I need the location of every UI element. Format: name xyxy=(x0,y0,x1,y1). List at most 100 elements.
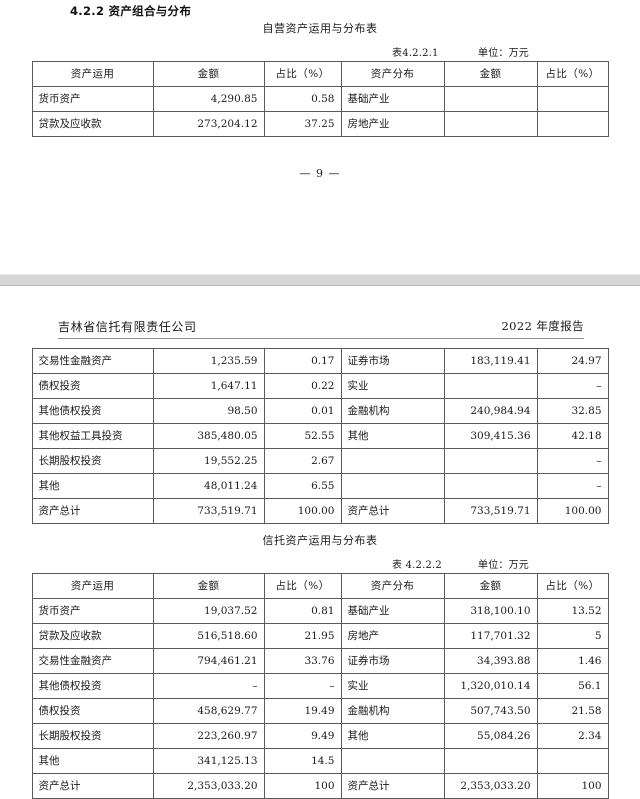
cell-asset-distribution: 房地产业 xyxy=(340,111,445,137)
table-row: 其他 48,011.24 6.55 – xyxy=(31,473,609,499)
table-row: 债权投资 1,647.11 0.22 实业 – xyxy=(31,373,609,399)
cell-percent-left: 100.00 xyxy=(263,498,342,524)
scanned-page-one: 4.2.2 资产组合与分布 自营资产运用与分布表 表4.2.2.1 单位：万元 … xyxy=(0,0,640,230)
cell-amount-left: 458,629.77 xyxy=(152,698,265,724)
cell-percent-right xyxy=(536,111,609,137)
cell-percent-left: 9.49 xyxy=(263,723,342,749)
cell-percent-left: 6.55 xyxy=(263,473,342,499)
cell-asset-use: 资产总计 xyxy=(31,773,154,799)
cell-amount-right: 34,393.88 xyxy=(443,648,538,674)
cell-amount-left: 2,353,033.20 xyxy=(152,773,265,799)
page-bottom-margin xyxy=(0,230,640,274)
cell-asset-use: 资产总计 xyxy=(31,498,154,524)
table-row: 其他债权投资 – – 实业 1,320,010.14 56.1 xyxy=(31,673,609,699)
table-self-operated-assets-continued: 交易性金融资产 1,235.59 0.17 证券市场 183,119.41 24… xyxy=(31,348,609,524)
cell-percent-right xyxy=(536,86,609,112)
table-row: 其他权益工具投资 385,480.05 52.55 其他 309,415.36 … xyxy=(31,423,609,449)
cell-percent-right: – xyxy=(536,473,609,499)
cell-amount-left: 733,519.71 xyxy=(152,498,265,524)
cell-amount-right: 117,701.32 xyxy=(443,623,538,649)
cell-percent-left: 0.81 xyxy=(263,598,342,624)
cell-percent-right: 32.85 xyxy=(536,398,609,424)
cell-asset-use: 货币资产 xyxy=(31,598,154,624)
table-row: 债权投资 458,629.77 19.49 金融机构 507,743.50 21… xyxy=(31,698,609,724)
cell-percent-right: 21.58 xyxy=(536,698,609,724)
table-row: 货币资产 19,037.52 0.81 基础产业 318,100.10 13.5… xyxy=(31,598,609,624)
cell-percent-left: 2.67 xyxy=(263,448,342,474)
page-number: — 9 — xyxy=(299,167,341,180)
cell-amount-left: – xyxy=(152,673,265,699)
table-row: 长期股权投资 19,552.25 2.67 – xyxy=(31,448,609,474)
cell-asset-distribution: 房地产 xyxy=(340,623,445,649)
cell-percent-right: – xyxy=(536,373,609,399)
table-row: 长期股权投资 223,260.97 9.49 其他 55,084.26 2.34 xyxy=(31,723,609,749)
cell-percent-left: 0.58 xyxy=(263,86,342,112)
col-header-asset-distribution: 资产分布 xyxy=(340,573,445,599)
cell-amount-left: 1,235.59 xyxy=(152,348,265,374)
cell-asset-distribution xyxy=(340,473,445,499)
cell-asset-use: 其他 xyxy=(31,473,154,499)
cell-amount-right: 318,100.10 xyxy=(443,598,538,624)
table-meta-row-one: 表4.2.2.1 单位：万元 xyxy=(0,44,640,61)
table-caption-self-operated: 自营资产运用与分布表 xyxy=(262,22,378,35)
cell-amount-right: 733,519.71 xyxy=(443,498,538,524)
cell-asset-distribution: 资产总计 xyxy=(340,498,445,524)
page-separator-band xyxy=(0,274,640,286)
cell-percent-left: 0.01 xyxy=(263,398,342,424)
table-caption-trust-assets: 信托资产运用与分布表 xyxy=(262,534,378,547)
running-head: 吉林省信托有限责任公司 2022 年度报告 xyxy=(58,312,584,342)
cell-asset-distribution: 证券市场 xyxy=(340,648,445,674)
table-header-row: 资产运用 金额 占比（%） 资产分布 金额 占比（%） xyxy=(31,61,609,87)
cell-percent-left: 0.22 xyxy=(263,373,342,399)
cell-percent-right: – xyxy=(536,448,609,474)
cell-asset-use: 货币资产 xyxy=(31,86,154,112)
col-header-percent-left: 占比（%） xyxy=(263,573,342,599)
cell-asset-distribution: 实业 xyxy=(340,373,445,399)
cell-amount-left: 794,461.21 xyxy=(152,648,265,674)
cell-asset-use: 债权投资 xyxy=(31,373,154,399)
cell-amount-left: 273,204.12 xyxy=(152,111,265,137)
table-self-operated-assets: 资产运用 金额 占比（%） 资产分布 金额 占比（%） 货币资产 4,290.8… xyxy=(31,61,609,137)
running-head-company: 吉林省信托有限责任公司 xyxy=(58,320,197,334)
cell-amount-left: 4,290.85 xyxy=(152,86,265,112)
cell-percent-left: 0.17 xyxy=(263,348,342,374)
running-head-rule xyxy=(58,338,584,339)
cell-asset-distribution: 基础产业 xyxy=(340,86,445,112)
table-row: 其他债权投资 98.50 0.01 金融机构 240,984.94 32.85 xyxy=(31,398,609,424)
cell-amount-right: 2,353,033.20 xyxy=(443,773,538,799)
cell-amount-left: 98.50 xyxy=(152,398,265,424)
cell-amount-right xyxy=(443,86,538,112)
cell-percent-right xyxy=(536,748,609,774)
table-total-row: 资产总计 733,519.71 100.00 资产总计 733,519.71 1… xyxy=(31,498,609,524)
col-header-amount-right: 金额 xyxy=(443,61,538,87)
cell-percent-right: 13.52 xyxy=(536,598,609,624)
cell-asset-use: 交易性金融资产 xyxy=(31,648,154,674)
cell-asset-distribution: 基础产业 xyxy=(340,598,445,624)
cell-asset-distribution: 金融机构 xyxy=(340,698,445,724)
table-meta-row-two: 表 4.2.2.2 单位：万元 xyxy=(0,556,640,573)
cell-percent-left: 33.76 xyxy=(263,648,342,674)
cell-amount-right: 240,984.94 xyxy=(443,398,538,424)
cell-percent-right: 2.34 xyxy=(536,723,609,749)
cell-asset-use: 债权投资 xyxy=(31,698,154,724)
cell-amount-left: 516,518.60 xyxy=(152,623,265,649)
unit-label: 单位：万元 xyxy=(478,560,529,571)
table-row: 贷款及应收款 516,518.60 21.95 房地产 117,701.32 5 xyxy=(31,623,609,649)
table-row: 贷款及应收款 273,204.12 37.25 房地产业 xyxy=(31,111,609,137)
table-number-label: 表 4.2.2.2 xyxy=(392,560,442,571)
cell-amount-left: 1,647.11 xyxy=(152,373,265,399)
cell-percent-right: 42.18 xyxy=(536,423,609,449)
col-header-amount-left: 金额 xyxy=(152,61,265,87)
table-header-row: 资产运用 金额 占比（%） 资产分布 金额 占比（%） xyxy=(31,573,609,599)
cell-percent-right: 100.00 xyxy=(536,498,609,524)
cell-amount-right: 309,415.36 xyxy=(443,423,538,449)
cell-amount-left: 223,260.97 xyxy=(152,723,265,749)
cell-amount-left: 48,011.24 xyxy=(152,473,265,499)
cell-asset-distribution: 金融机构 xyxy=(340,398,445,424)
col-header-asset-use: 资产运用 xyxy=(31,61,154,87)
cell-asset-distribution xyxy=(340,448,445,474)
col-header-percent-right: 占比（%） xyxy=(536,61,609,87)
cell-amount-right xyxy=(443,111,538,137)
cell-asset-distribution: 实业 xyxy=(340,673,445,699)
cell-asset-use: 贷款及应收款 xyxy=(31,623,154,649)
